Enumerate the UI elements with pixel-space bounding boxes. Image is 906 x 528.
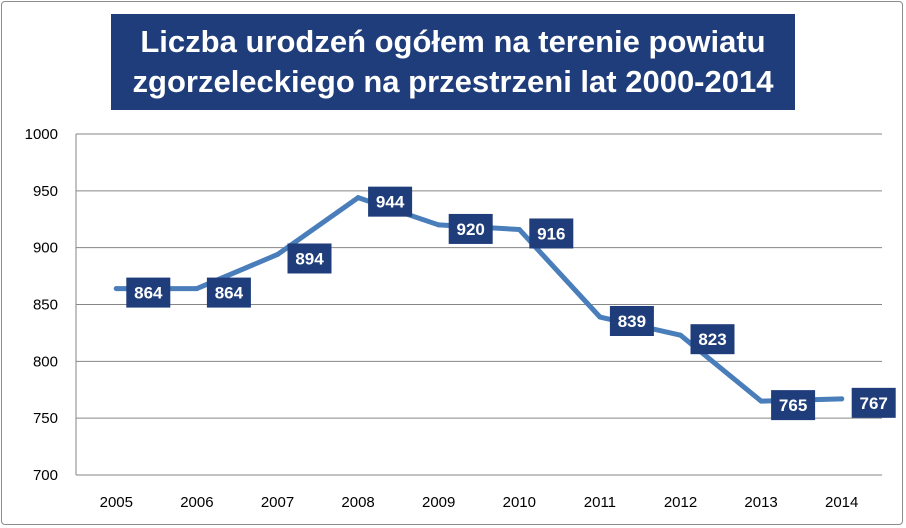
chart-title-line-1: Liczba urodzeń ogółem na terenie powiatu [140,24,766,59]
data-label-box [529,218,574,249]
y-tick-label: 750 [33,410,58,427]
x-tick-label: 2013 [744,494,777,511]
data-label-box [690,324,735,355]
chart-title: Liczba urodzeń ogółem na terenie powiatu… [111,14,795,110]
data-point [758,398,764,404]
data-label: 864 [215,284,244,303]
chart-title-line-2: zgorzeleckiego na przestrzeni lat 2000-2… [132,64,774,99]
data-label-box [287,243,332,274]
data-point [678,332,683,338]
x-tick-label: 2010 [503,494,536,511]
data-point [839,396,845,402]
x-tick-label: 2005 [100,494,133,511]
data-point [275,251,280,257]
data-label: 823 [698,330,726,349]
data-label-box [206,277,251,308]
data-point [597,314,603,320]
data-point [436,222,442,228]
data-label-box [609,306,654,337]
data-label: 765 [779,396,807,415]
data-label-box [851,387,896,418]
data-label: 944 [376,193,405,212]
data-label: 920 [457,220,485,239]
y-tick-label: 700 [33,467,58,484]
y-tick-label: 950 [33,183,58,200]
x-tick-label: 2009 [422,494,455,511]
y-tick-label: 850 [33,297,58,314]
data-point [194,286,200,292]
y-tick-label: 800 [33,353,58,370]
y-tick-label: 900 [33,240,58,257]
x-tick-label: 2007 [261,494,294,511]
data-label-box [448,213,493,244]
data-point [113,286,119,292]
data-point [355,195,361,201]
data-label: 894 [295,249,324,268]
data-label: 864 [134,284,163,303]
data-label-box [368,186,413,217]
x-tick-label: 2008 [341,494,374,511]
data-point [516,226,522,232]
x-tick-label: 2006 [180,494,213,511]
x-tick-label: 2014 [825,494,858,511]
data-label: 767 [860,394,888,413]
x-tick-label: 2011 [584,494,616,511]
data-label-box [126,277,171,308]
x-tick-label: 2012 [664,494,697,511]
data-label: 916 [537,224,565,243]
y-tick-label: 1000 [25,126,58,143]
data-label: 839 [618,312,646,331]
data-label-box [771,390,816,421]
